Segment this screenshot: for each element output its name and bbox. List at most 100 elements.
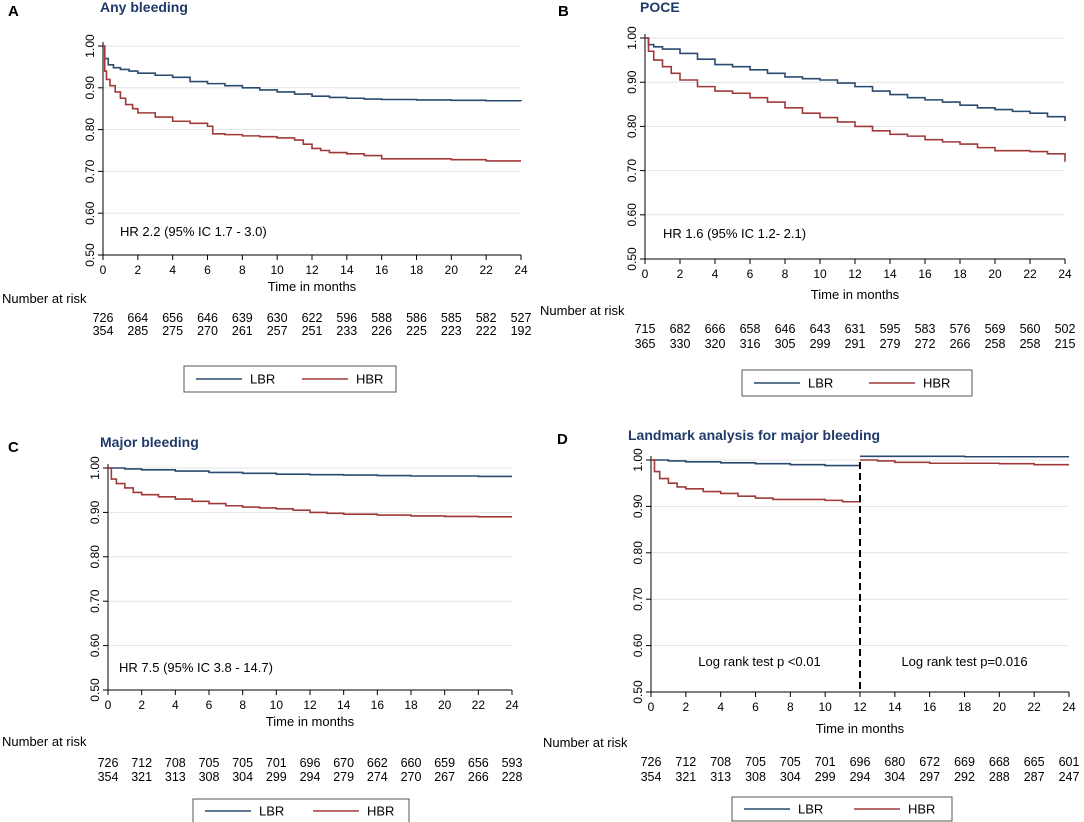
x-tick-label: 14	[888, 700, 902, 714]
risk-count-hbr: 320	[705, 337, 726, 351]
y-tick-label: 0.50	[83, 243, 97, 267]
number-at-risk-label: Number at risk	[543, 735, 628, 750]
risk-count-hbr: 215	[1055, 337, 1076, 351]
x-tick-label: 8	[787, 700, 794, 714]
risk-count-lbr: 670	[333, 756, 354, 770]
risk-count-lbr: 715	[635, 322, 656, 336]
risk-count-lbr: 569	[985, 322, 1006, 336]
risk-count-hbr: 279	[880, 337, 901, 351]
legend: LBR HBR	[183, 365, 397, 393]
risk-count-lbr: 595	[880, 322, 901, 336]
risk-count-lbr: 666	[705, 322, 726, 336]
x-tick-label: 6	[747, 267, 754, 281]
x-tick-label: 18	[953, 267, 967, 281]
risk-count-lbr: 630	[267, 311, 288, 325]
chart-title: Major bleeding	[100, 434, 199, 450]
risk-count-lbr: 656	[162, 311, 183, 325]
y-tick-label: 0.50	[625, 247, 639, 271]
risk-count-hbr: 291	[845, 337, 866, 351]
risk-count-lbr: 705	[199, 756, 220, 770]
x-tick-label: 14	[883, 267, 897, 281]
risk-count-lbr: 664	[127, 311, 148, 325]
risk-count-lbr: 696	[850, 755, 871, 769]
risk-count-lbr: 672	[919, 755, 940, 769]
risk-count-hbr: 297	[919, 770, 940, 784]
risk-count-lbr: 660	[401, 756, 422, 770]
x-tick-label: 0	[105, 698, 112, 712]
risk-count-hbr: 192	[511, 324, 532, 338]
risk-count-lbr: 705	[745, 755, 766, 769]
x-tick-label: 4	[169, 263, 176, 277]
legend-label-hbr: HBR	[367, 804, 394, 819]
risk-count-lbr: 712	[675, 755, 696, 769]
series-line-lbr	[645, 37, 1066, 122]
x-tick-label: 20	[438, 698, 452, 712]
risk-count-lbr: 656	[468, 756, 489, 770]
risk-count-lbr: 596	[336, 311, 357, 325]
y-tick-label: 1.00	[88, 456, 102, 480]
y-tick-label: 0.50	[88, 678, 102, 702]
risk-count-lbr: 502	[1055, 322, 1076, 336]
risk-count-lbr: 659	[434, 756, 455, 770]
risk-count-lbr: 560	[1020, 322, 1041, 336]
risk-count-lbr: 662	[367, 756, 388, 770]
risk-count-lbr: 527	[511, 311, 532, 325]
panel-letter: A	[8, 3, 19, 20]
series-line-hbr	[860, 459, 1069, 466]
y-tick-label: 0.70	[88, 589, 102, 613]
risk-count-lbr: 643	[810, 322, 831, 336]
x-tick-label: 12	[853, 700, 867, 714]
legend-label-hbr: HBR	[356, 372, 383, 387]
risk-count-hbr: 228	[502, 770, 523, 784]
x-tick-label: 12	[305, 263, 319, 277]
risk-count-hbr: 321	[131, 770, 152, 784]
landmark-left-text: Log rank test p <0.01	[698, 654, 821, 669]
legend: LBR HBR	[741, 369, 973, 397]
panel-letter: C	[8, 439, 19, 456]
risk-count-hbr: 294	[850, 770, 871, 784]
hazard-ratio-annotation: HR 2.2 (95% IC 1.7 - 3.0)	[120, 224, 267, 239]
y-tick-label: 0.90	[88, 500, 102, 524]
risk-count-hbr: 247	[1059, 770, 1080, 784]
series-line-lbr	[108, 467, 512, 478]
panel-letter: B	[558, 3, 569, 20]
legend-label-lbr: LBR	[808, 376, 833, 391]
y-tick-label: 0.80	[83, 118, 97, 142]
risk-count-hbr: 258	[985, 337, 1006, 351]
x-tick-label: 20	[993, 700, 1007, 714]
chart-title: Any bleeding	[100, 0, 188, 15]
y-tick-label: 0.70	[625, 159, 639, 183]
y-tick-label: 0.90	[625, 70, 639, 94]
legend-label-lbr: LBR	[259, 804, 284, 819]
risk-count-hbr: 285	[127, 324, 148, 338]
risk-count-hbr: 294	[300, 770, 321, 784]
risk-count-hbr: 305	[775, 337, 796, 351]
x-tick-label: 16	[923, 700, 937, 714]
x-tick-label: 24	[1058, 267, 1072, 281]
risk-count-lbr: 586	[406, 311, 427, 325]
x-tick-label: 22	[1023, 267, 1037, 281]
x-tick-label: 22	[1027, 700, 1041, 714]
x-tick-label: 10	[818, 700, 832, 714]
risk-count-hbr: 330	[670, 337, 691, 351]
legend-label-hbr: HBR	[908, 802, 935, 817]
risk-count-lbr: 726	[93, 311, 114, 325]
risk-count-lbr: 682	[670, 322, 691, 336]
risk-count-hbr: 354	[641, 770, 662, 784]
risk-count-hbr: 365	[635, 337, 656, 351]
chart-title: Landmark analysis for major bleeding	[628, 427, 880, 443]
risk-count-hbr: 321	[675, 770, 696, 784]
x-tick-label: 24	[1062, 700, 1076, 714]
risk-count-hbr: 266	[950, 337, 971, 351]
x-tick-label: 22	[472, 698, 486, 712]
x-tick-label: 2	[677, 267, 684, 281]
panel-letter: D	[557, 431, 568, 448]
x-tick-label: 0	[642, 267, 649, 281]
x-axis-label: Time in months	[811, 287, 900, 302]
risk-count-hbr: 313	[165, 770, 186, 784]
risk-count-hbr: 308	[745, 770, 766, 784]
number-at-risk-label: Number at risk	[2, 734, 87, 749]
x-tick-label: 0	[648, 700, 655, 714]
x-tick-label: 10	[270, 698, 284, 712]
y-tick-label: 0.60	[631, 634, 645, 658]
